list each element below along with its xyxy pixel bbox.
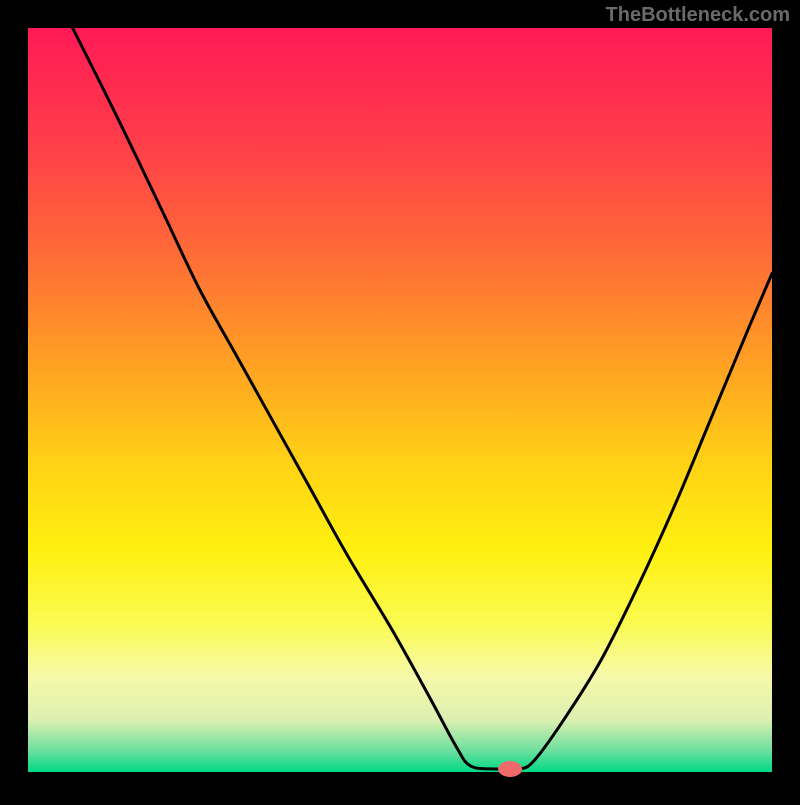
gradient-background <box>28 28 772 772</box>
chart-container: TheBottleneck.com <box>0 0 800 800</box>
bottleneck-chart <box>0 0 800 800</box>
watermark-text: TheBottleneck.com <box>606 4 790 27</box>
optimal-point-marker <box>498 761 522 777</box>
